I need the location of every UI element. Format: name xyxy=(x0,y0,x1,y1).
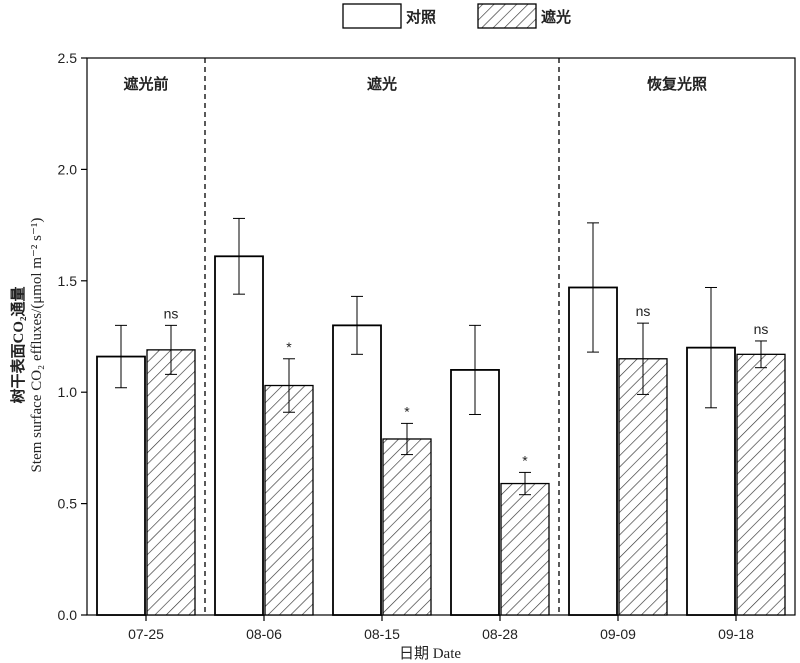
x-tick-label: 08-28 xyxy=(482,626,518,642)
y-tick-label: 0.5 xyxy=(58,496,78,512)
y-tick-label: 2.0 xyxy=(58,161,78,177)
bar-shade xyxy=(146,349,196,616)
significance-label: * xyxy=(522,452,528,468)
x-tick-label: 08-06 xyxy=(246,626,282,642)
significance-label: * xyxy=(286,339,292,355)
period-labels: 遮光前 遮光 恢复光照 xyxy=(123,75,707,93)
bar-shade xyxy=(618,358,668,616)
legend-swatch-control xyxy=(342,3,402,29)
y-axis: 0.0 0.5 1.0 1.5 2.0 2.5 xyxy=(58,50,87,623)
legend-label-shade: 遮光 xyxy=(541,8,571,26)
x-tick-label: 07-25 xyxy=(128,626,164,642)
x-tick-label: 09-09 xyxy=(600,626,636,642)
plot-frame xyxy=(86,57,796,616)
significance-labels: ns * * * ns ns xyxy=(164,303,769,468)
significance-label: ns xyxy=(636,303,651,319)
x-tick-label: 09-18 xyxy=(718,626,754,642)
bars xyxy=(96,255,786,616)
legend-swatch-shade xyxy=(477,3,537,29)
bar-control xyxy=(214,255,264,616)
significance-label: * xyxy=(404,403,410,419)
period-dividers xyxy=(204,58,560,615)
significance-label: ns xyxy=(754,321,769,337)
y-axis-title-cn: 树干表面CO₂通量 xyxy=(9,287,27,404)
x-tick-label: 08-15 xyxy=(364,626,400,642)
period-label: 遮光前 xyxy=(123,75,168,93)
bar-shade xyxy=(500,482,550,616)
period-label: 恢复光照 xyxy=(647,75,707,93)
y-tick-label: 1.0 xyxy=(58,384,78,400)
period-label: 遮光 xyxy=(367,75,397,93)
bar-control xyxy=(96,355,146,616)
y-tick-label: 1.5 xyxy=(58,273,78,289)
y-axis-title-en: Stem surface CO₂ effluxes/(μmol m⁻² s⁻¹) xyxy=(29,218,45,473)
bar-shade xyxy=(264,384,314,616)
legend-label-control: 对照 xyxy=(406,8,436,26)
bar-shade xyxy=(736,353,786,616)
bar-shade xyxy=(382,438,432,616)
bar-control xyxy=(450,369,500,616)
legend: 对照 遮光 xyxy=(342,3,571,29)
y-tick-label: 0.0 xyxy=(58,607,78,623)
significance-label: ns xyxy=(164,305,179,321)
y-tick-label: 2.5 xyxy=(58,50,78,66)
x-axis-title: 日期 Date xyxy=(399,645,461,662)
bar-control xyxy=(332,324,382,616)
x-axis: 07-25 08-06 08-15 08-28 09-09 09-18 xyxy=(128,615,754,642)
error-bars xyxy=(115,217,767,496)
